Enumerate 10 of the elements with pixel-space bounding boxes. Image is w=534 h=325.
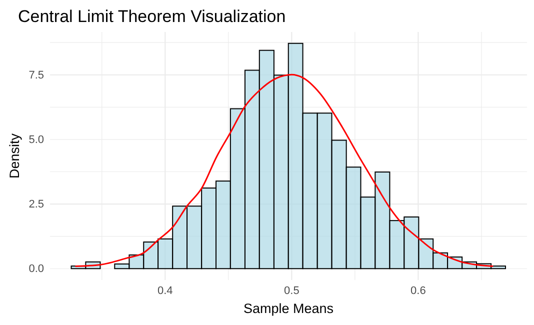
x-tick-label: 0.4: [157, 284, 173, 297]
chart-title: Central Limit Theorem Visualization: [18, 7, 286, 26]
x-axis-title: Sample Means: [243, 301, 334, 316]
x-tick-label: 0.5: [284, 284, 300, 297]
y-tick-label: 0.0: [28, 263, 44, 276]
y-axis-title: Density: [7, 133, 22, 179]
y-tick-label: 2.5: [28, 198, 44, 211]
y-tick-label: 5.0: [28, 134, 44, 146]
y-tick-label: 7.5: [28, 69, 44, 82]
x-tick-label: 0.6: [410, 284, 426, 297]
